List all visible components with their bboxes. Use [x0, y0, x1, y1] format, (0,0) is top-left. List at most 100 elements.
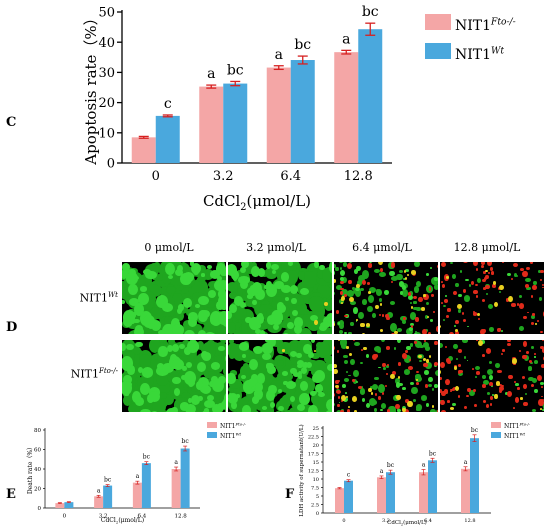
- chart-c-bar-wt: [290, 60, 315, 163]
- chart-e-x-tick-label: 3.2: [99, 514, 108, 520]
- panel-letter-c: C: [6, 115, 17, 130]
- chart-f-bar-wt: [344, 480, 353, 513]
- chart-e-sig-label: a: [136, 473, 140, 480]
- chart-e-legend-swatch: [207, 432, 217, 438]
- chart-c-y-tick-label: 30: [98, 66, 115, 81]
- chart-e-sig-label: bc: [182, 438, 190, 445]
- chart-f-bar-wt: [470, 438, 479, 513]
- chart-f-y-tick-label: 22.5: [308, 434, 319, 440]
- chart-e-y-axis-label: Death rate（%）: [27, 444, 34, 494]
- chart-c-y-tick-label: 20: [98, 96, 115, 111]
- row-label-wt: NIT1Wt: [79, 291, 118, 305]
- chart-e-legend-label: NIT1Fto-/-: [220, 422, 247, 430]
- chart-f-legend-swatch: [491, 422, 501, 428]
- micrograph-wt-12-8: [440, 262, 544, 334]
- chart-f-y-tick-label: 12.5: [308, 468, 319, 474]
- chart-f-x-tick-label: 12.8: [464, 518, 475, 524]
- chart-e-legend-swatch: [207, 422, 217, 428]
- chart-f-y-tick-label: 2.5: [311, 502, 319, 508]
- chart-e-y-tick-label: 40: [34, 467, 41, 473]
- condition-label-0: 0 μmol/L: [144, 241, 194, 254]
- micrograph-wt-6-4: [334, 262, 438, 334]
- chart-c-bar-fto: [334, 52, 359, 163]
- chart-c-bar-wt: [223, 83, 248, 163]
- chart-c-y-tick-label: 10: [98, 126, 115, 141]
- chart-c-bar-wt: [155, 115, 180, 163]
- chart-c-sig-label: a: [275, 47, 283, 63]
- chart-f-bar-wt: [386, 472, 395, 513]
- chart-f-bar-fto: [461, 468, 470, 513]
- chart-c-x-axis-label: CdCl2(μmol/L): [203, 192, 311, 213]
- chart-f-x-tick-label: 0: [342, 518, 345, 524]
- chart-c-legend-label: NIT1Wt: [455, 46, 504, 63]
- chart-c-x-tick-label: 12.8: [344, 169, 373, 184]
- chart-e-sig-label: a: [174, 459, 178, 466]
- chart-c-legend-swatch: [425, 43, 451, 59]
- chart-f-sig-label: a: [422, 461, 426, 468]
- micrograph-fto-12-8: [440, 340, 544, 412]
- chart-f-bar-fto: [419, 472, 428, 513]
- chart-f-x-axis-label: CdCl2(μmol/L): [387, 519, 427, 526]
- chart-f-y-tick-label: 10: [313, 477, 319, 483]
- condition-label-12-8: 12.8 μmol/L: [453, 241, 521, 254]
- chart-c-y-tick-label: 0: [107, 157, 115, 172]
- chart-c-bar-wt: [358, 29, 383, 163]
- chart-c-x-tick-label: 0: [152, 169, 160, 184]
- chart-e-y-tick-label: 80: [34, 428, 41, 434]
- chart-f-sig-label: bc: [387, 462, 395, 469]
- chart-c-sig-label: bc: [362, 4, 379, 20]
- chart-f-y-tick-label: 15: [313, 460, 319, 466]
- chart-e-bar-wt: [180, 448, 190, 508]
- chart-e-bar-wt: [103, 485, 113, 508]
- chart-c-x-tick-label: 3.2: [213, 169, 234, 184]
- chart-c-y-tick-label: 50: [98, 6, 115, 21]
- chart-c-legend-label: NIT1Fto-/-: [455, 17, 516, 34]
- chart-c-bar-fto: [131, 137, 156, 163]
- chart-e-x-axis-label: CdCl2(μmol/L): [101, 517, 144, 525]
- chart-e-bar-wt: [64, 502, 74, 508]
- chart-c-y-tick-label: 40: [98, 36, 115, 51]
- chart-e-sig-label: bc: [104, 477, 112, 484]
- chart-f-legend-label: NIT1Fto-/-: [504, 422, 531, 430]
- chart-f-ldh-activity: 0 2.5 5 7.5 10 12.5 15 17.5 20 22.5 25 LDH activity…: [298, 422, 531, 527]
- chart-f-y-tick-label: 0: [316, 511, 319, 517]
- chart-c-bar-fto: [266, 67, 291, 163]
- chart-f-y-tick-label: 7.5: [311, 485, 319, 491]
- condition-label-6-4: 6.4 μmol/L: [352, 241, 412, 254]
- chart-c-x-tick-label: 6.4: [280, 169, 301, 184]
- micrograph-fto-6-4: [334, 340, 438, 412]
- chart-c-sig-label: c: [164, 96, 172, 112]
- chart-e-x-tick-label: 0: [63, 514, 67, 520]
- micrograph-wt-0: [122, 262, 226, 334]
- chart-f-y-axis-label: LDH activity of supernatant(U/L): [298, 424, 305, 516]
- panel-letter-e: E: [6, 487, 16, 502]
- chart-f-x-tick-label: 6.4: [424, 518, 432, 524]
- chart-f-bar-fto: [335, 488, 344, 513]
- chart-e-bar-fto: [55, 503, 65, 508]
- panel-letter-d: D: [6, 320, 18, 335]
- chart-f-sig-label: c: [347, 472, 351, 479]
- chart-f-y-tick-label: 5: [316, 494, 319, 500]
- chart-f-sig-label: bc: [429, 450, 437, 457]
- chart-e-sig-label: a: [97, 487, 101, 494]
- chart-e-bar-fto: [132, 482, 142, 508]
- chart-e-y-tick-label: 60: [34, 447, 41, 453]
- micrograph-fto-3-2: [228, 340, 332, 412]
- chart-f-sig-label: bc: [471, 427, 479, 434]
- chart-f-y-tick-label: 25: [313, 426, 319, 432]
- chart-c-sig-label: bc: [227, 62, 244, 78]
- micrograph-wt-3-2: [228, 262, 332, 334]
- chart-f-y-tick-label: 20: [313, 443, 319, 449]
- chart-e-bar-fto: [94, 496, 104, 508]
- panel-letter-f: F: [285, 487, 295, 502]
- chart-e-x-tick-label: 6.4: [138, 514, 147, 520]
- chart-f-legend-swatch: [491, 432, 501, 438]
- chart-e-sig-label: bc: [143, 454, 151, 461]
- chart-e-legend-label: NIT1Wt: [220, 432, 241, 440]
- chart-c-y-axis-label: Apoptosis rate（%）: [82, 10, 100, 165]
- chart-c-sig-label: a: [207, 66, 215, 82]
- chart-e-bar-fto: [171, 469, 181, 508]
- chart-e-y-tick-label: 0: [38, 506, 42, 512]
